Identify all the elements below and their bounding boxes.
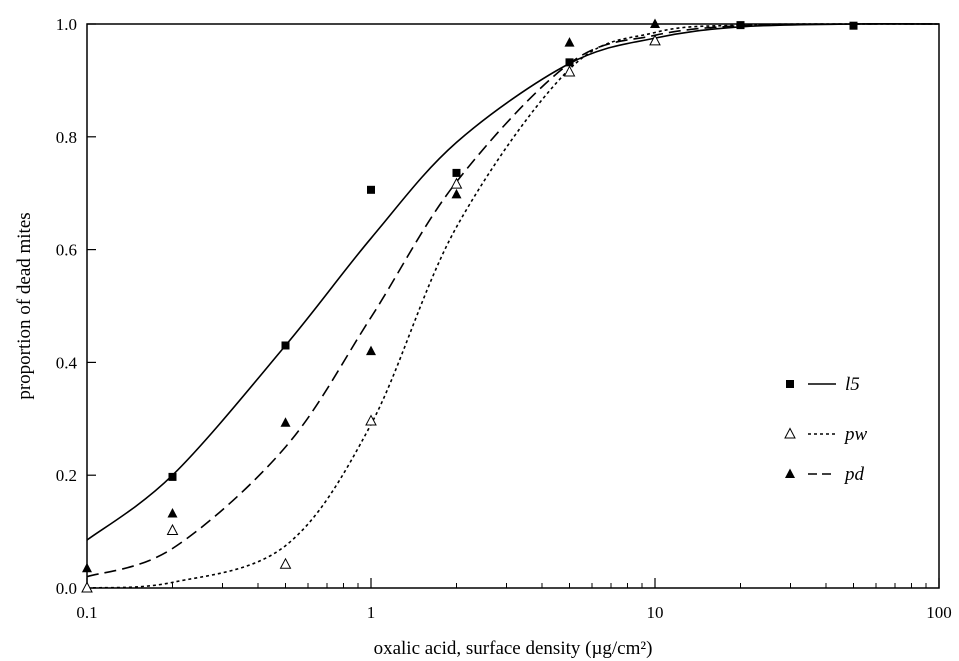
x-axis: 0.1 1 10 100 [76, 578, 952, 622]
data-point-pw [365, 414, 377, 426]
data-point-l5 [281, 341, 290, 350]
x-tick-label: 100 [926, 603, 952, 622]
legend-marker-pw [784, 427, 796, 439]
data-point-l5 [849, 21, 858, 30]
legend-marker-pd [785, 468, 795, 478]
legend-label-l5: l5 [845, 374, 860, 395]
data-point-pd [366, 345, 376, 356]
data-point-l5 [168, 472, 177, 481]
legend-label-pd: pd [843, 464, 865, 485]
data-point-pd [650, 18, 660, 28]
y-tick-label: 0.6 [56, 241, 77, 260]
data-point-pw [279, 557, 292, 569]
y-axis: 0.0 0.2 0.4 0.6 0.8 1.0 [56, 15, 96, 598]
fit-curves [86, 22, 940, 589]
x-axis-title: oxalic acid, surface density (µg/cm²) [374, 638, 653, 659]
data-point-pd [451, 188, 462, 199]
legend: l5 pw pd [784, 374, 868, 485]
legend-marker-l5 [786, 380, 794, 388]
data-points [81, 18, 858, 593]
y-tick-label: 0.4 [56, 353, 78, 372]
data-point-pw [81, 581, 93, 593]
data-point-pw [563, 65, 576, 77]
x-tick-label: 1 [367, 603, 376, 622]
data-point-l5 [452, 168, 461, 177]
legend-label-pw: pw [843, 424, 868, 445]
fit-curve-pw [86, 23, 940, 589]
data-point-pd [167, 508, 178, 518]
fit-curve-pd [86, 23, 940, 578]
fit-curve-l5 [86, 22, 940, 541]
y-tick-label: 0.2 [56, 466, 77, 485]
x-tick-label: 10 [647, 603, 664, 622]
data-point-l5 [736, 21, 745, 30]
y-tick-label: 0.8 [56, 128, 77, 147]
data-point-pw [649, 34, 661, 46]
y-tick-label: 0.0 [56, 579, 77, 598]
data-point-l5 [367, 185, 375, 194]
x-tick-label: 0.1 [76, 603, 97, 622]
data-point-pd [564, 37, 575, 47]
data-point-pw [166, 523, 179, 535]
y-axis-title: proportion of dead mites [14, 212, 35, 399]
plot-frame [86, 23, 940, 589]
data-point-pd [280, 417, 291, 427]
data-point-l5 [565, 58, 574, 67]
data-point-pw [450, 177, 463, 189]
data-point-pd [82, 562, 92, 573]
y-tick-label: 1.0 [56, 15, 77, 34]
